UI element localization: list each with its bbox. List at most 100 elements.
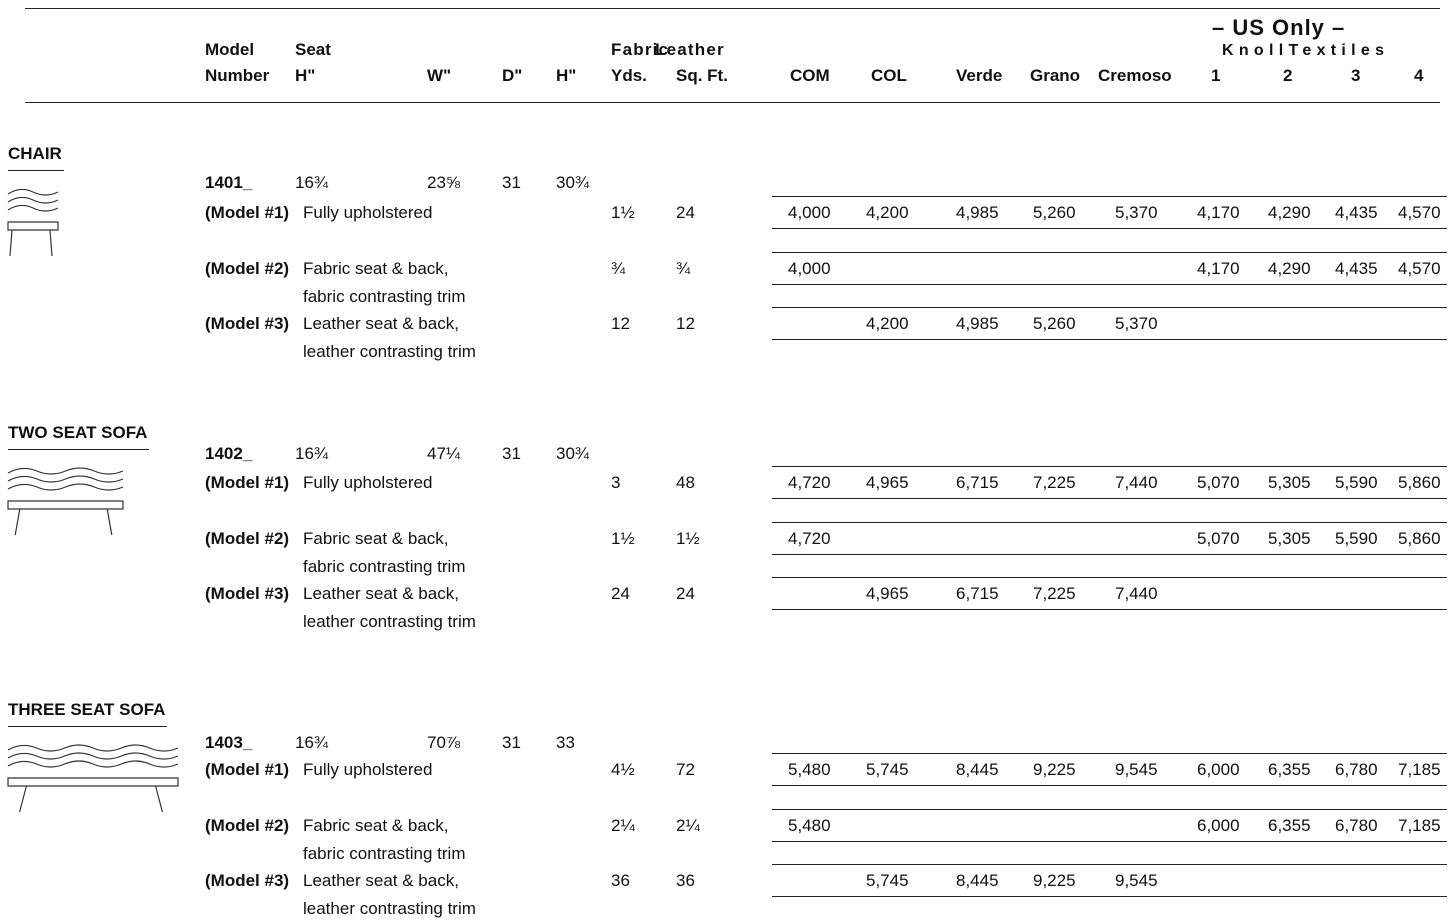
header-rule [25, 102, 1440, 103]
price-rule [772, 864, 1447, 865]
price: 5,370 [1115, 314, 1158, 333]
us-only: – US Only – [1212, 15, 1346, 40]
model-description: leather contrasting trim [303, 342, 476, 361]
column-header: Seat [295, 40, 331, 59]
fabric-yards: 4½ [611, 760, 635, 779]
price-rule [772, 521, 1447, 523]
dimension: 16¾ [295, 173, 329, 192]
price-rule [772, 196, 1447, 197]
price: 8,445 [956, 871, 999, 890]
price: 9,545 [1115, 760, 1158, 779]
column-header: 3 [1351, 66, 1361, 85]
price: 4,000 [788, 203, 831, 222]
price: 4,720 [788, 473, 831, 492]
price: 5,305 [1268, 528, 1311, 548]
model-number: 1403_ [205, 733, 253, 752]
price-rule [772, 466, 1447, 467]
price: 6,780 [1335, 815, 1378, 835]
column-header: 1 [1211, 66, 1221, 85]
price: 7,185 [1398, 760, 1441, 779]
leather-sqft: 2¼ [676, 815, 700, 835]
dimension: 23⅝ [427, 173, 461, 192]
model-number: 1402_ [205, 444, 253, 463]
price: 5,860 [1398, 473, 1441, 492]
price: 7,225 [1033, 584, 1076, 603]
leather-sqft: 12 [676, 314, 695, 333]
price-rule [772, 339, 1447, 340]
model-label: (Model #3) [205, 584, 290, 603]
dimension: 31 [502, 444, 521, 463]
fabric-yards: 1½ [611, 528, 635, 548]
product-icon [7, 744, 179, 813]
leather-sqft: 48 [676, 473, 695, 492]
model-description: leather contrasting trim [303, 899, 476, 918]
price: 6,000 [1197, 760, 1240, 779]
price-rule [772, 228, 1447, 229]
price: 8,445 [956, 760, 999, 779]
price: 4,570 [1398, 258, 1441, 278]
dimension: 70⅞ [427, 733, 461, 752]
column-header: COM [790, 66, 830, 85]
price: 5,480 [788, 760, 831, 779]
price: 4,570 [1398, 203, 1441, 222]
section-underline [8, 170, 64, 171]
column-header: 4 [1414, 66, 1424, 85]
price: 4,965 [866, 584, 909, 603]
model-description: Fully upholstered [303, 203, 433, 222]
knoll-textiles: KnollTextiles [1222, 42, 1390, 59]
price: 5,590 [1335, 528, 1378, 548]
leather-sqft: 36 [676, 871, 695, 890]
price: 4,290 [1268, 203, 1311, 222]
price: 6,355 [1268, 760, 1311, 779]
column-header: Fabric [611, 40, 670, 59]
model-description: Leather seat & back, [303, 314, 459, 333]
price: 4,170 [1197, 258, 1240, 278]
icon-outline [7, 188, 59, 257]
model-description: Fabric seat & back, [303, 528, 449, 548]
leather-sqft: 24 [676, 203, 695, 222]
model-number: 1401_ [205, 173, 253, 192]
price: 4,170 [1197, 203, 1240, 222]
fabric-yards: 12 [611, 314, 630, 333]
price: 4,200 [866, 314, 909, 333]
price: 5,860 [1398, 528, 1441, 548]
column-header: Model [205, 40, 255, 59]
model-description: Fully upholstered [303, 760, 433, 779]
fabric-yards: 1½ [611, 203, 635, 222]
dimension: 30¾ [556, 444, 590, 463]
section-title: CHAIR [8, 144, 62, 163]
column-header: Grano [1030, 66, 1081, 85]
price: 5,070 [1197, 528, 1240, 548]
price: 7,225 [1033, 473, 1076, 492]
column-header: COL [871, 66, 907, 85]
model-label: (Model #1) [205, 203, 290, 222]
price: 4,435 [1335, 203, 1378, 222]
price-rule [772, 753, 1447, 754]
column-header: W" [427, 66, 452, 85]
fabric-yards: 36 [611, 871, 630, 890]
price: 4,985 [956, 314, 999, 333]
price: 6,355 [1268, 815, 1311, 835]
dimension: 31 [502, 173, 521, 192]
price: 5,370 [1115, 203, 1158, 222]
model-label: (Model #2) [205, 815, 290, 835]
price: 7,440 [1115, 584, 1158, 603]
price: 5,260 [1033, 203, 1076, 222]
dimension: 47¼ [427, 444, 461, 463]
column-header: D" [502, 66, 523, 85]
price: 5,480 [788, 815, 831, 835]
column-header: H" [556, 66, 577, 85]
price: 9,225 [1033, 871, 1076, 890]
model-label: (Model #1) [205, 473, 290, 492]
model-label: (Model #2) [205, 528, 290, 548]
section-title: TWO SEAT SOFA [8, 423, 148, 442]
price: 6,715 [956, 473, 999, 492]
icon-outline [7, 744, 179, 813]
model-description: Leather seat & back, [303, 871, 459, 890]
price: 4,720 [788, 528, 831, 548]
price: 4,985 [956, 203, 999, 222]
price: 7,440 [1115, 473, 1158, 492]
column-header: Sq. Ft. [676, 66, 728, 85]
column-header: Number [205, 66, 270, 85]
price-rule [772, 577, 1447, 578]
